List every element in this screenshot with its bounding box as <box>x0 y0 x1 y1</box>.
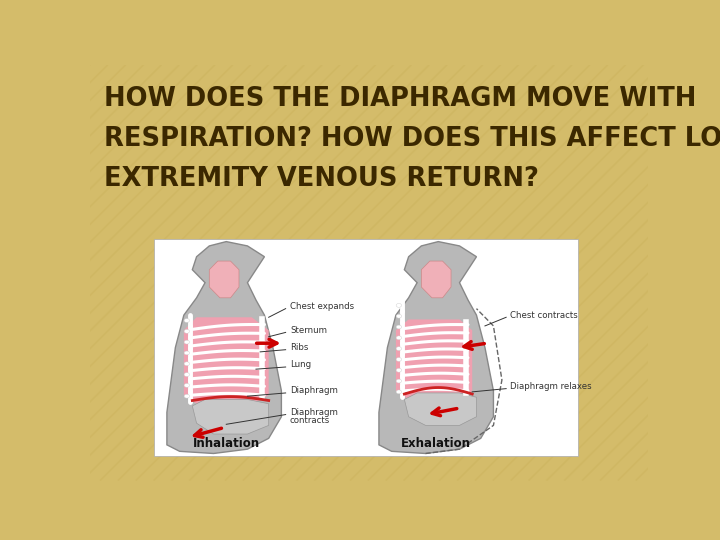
Text: Lung: Lung <box>290 360 311 369</box>
Text: Sternum: Sternum <box>290 326 327 335</box>
Ellipse shape <box>396 325 402 329</box>
Text: RESPIRATION? HOW DOES THIS AFFECT LOWER: RESPIRATION? HOW DOES THIS AFFECT LOWER <box>104 126 720 152</box>
Ellipse shape <box>396 379 402 383</box>
Ellipse shape <box>184 383 189 387</box>
Polygon shape <box>167 241 282 454</box>
Text: Diaphragm relaxes: Diaphragm relaxes <box>510 382 592 391</box>
Polygon shape <box>396 320 472 400</box>
Text: Diaphragm: Diaphragm <box>290 408 338 417</box>
Polygon shape <box>421 261 451 298</box>
Ellipse shape <box>396 336 402 340</box>
Polygon shape <box>379 241 493 454</box>
Ellipse shape <box>184 373 189 376</box>
Polygon shape <box>210 261 239 298</box>
Ellipse shape <box>184 319 189 322</box>
Text: contracts: contracts <box>290 416 330 424</box>
Ellipse shape <box>184 362 189 366</box>
Polygon shape <box>405 393 477 426</box>
Text: Ribs: Ribs <box>290 343 308 352</box>
Polygon shape <box>184 318 269 404</box>
Text: Chest expands: Chest expands <box>290 302 354 311</box>
Ellipse shape <box>184 394 189 398</box>
Bar <box>154 239 578 456</box>
Ellipse shape <box>396 390 402 394</box>
Text: EXTREMITY VENOUS RETURN?: EXTREMITY VENOUS RETURN? <box>104 166 539 192</box>
Ellipse shape <box>396 347 402 350</box>
Text: Chest contracts: Chest contracts <box>510 310 578 320</box>
Text: Diaphragm: Diaphragm <box>290 386 338 395</box>
Ellipse shape <box>396 314 402 318</box>
Ellipse shape <box>396 357 402 361</box>
Ellipse shape <box>184 340 189 344</box>
Ellipse shape <box>184 329 189 333</box>
Polygon shape <box>192 400 269 434</box>
Ellipse shape <box>396 303 402 307</box>
Text: Exhalation: Exhalation <box>401 437 471 450</box>
Ellipse shape <box>396 368 402 372</box>
Text: Inhalation: Inhalation <box>193 437 260 450</box>
Ellipse shape <box>184 351 189 355</box>
Text: HOW DOES THE DIAPHRAGM MOVE WITH: HOW DOES THE DIAPHRAGM MOVE WITH <box>104 86 696 112</box>
